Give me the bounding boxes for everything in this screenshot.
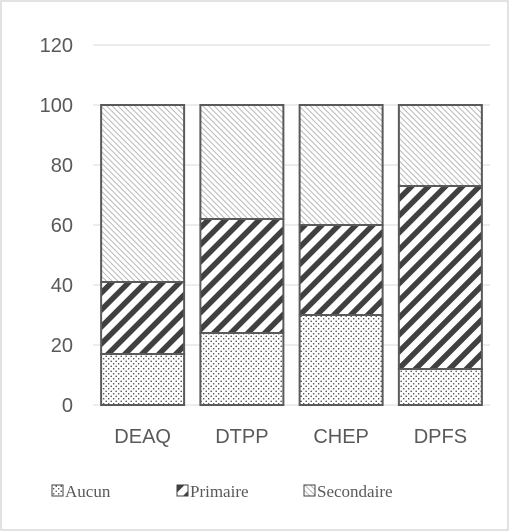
x-axis-categories: DEAQ DTPP CHEP DPFS: [114, 426, 467, 448]
legend-label-secondaire: Secondaire: [317, 482, 393, 501]
bar-deaq-primaire: [100, 281, 186, 355]
y-tick-label: 60: [51, 215, 73, 237]
legend-label-aucun: Aucun: [65, 482, 111, 501]
y-tick-label: 100: [40, 95, 73, 117]
bar-dpfs-secondaire: [397, 104, 483, 187]
y-axis-ticks: 0 20 40 60 80 100 120: [40, 35, 73, 417]
legend-swatch-secondaire: [303, 484, 316, 497]
bar-deaq-secondaire: [100, 104, 186, 283]
x-category-label: DEAQ: [114, 426, 171, 448]
y-tick-label: 20: [51, 335, 73, 357]
x-category-label: DPFS: [414, 426, 467, 448]
bars: [100, 104, 483, 406]
y-tick-label: 40: [51, 275, 73, 297]
legend-swatch-primaire: [176, 484, 189, 497]
x-category-label: CHEP: [313, 426, 369, 448]
y-tick-label: 0: [62, 395, 73, 417]
bar-dtpp-secondaire: [199, 104, 285, 220]
bar-chep-aucun: [298, 314, 384, 406]
legend: Aucun Primaire Secondaire: [51, 482, 393, 501]
bar-dpfs-aucun: [397, 368, 483, 406]
y-tick-label: 80: [51, 155, 73, 177]
bar-chep-secondaire: [298, 104, 384, 226]
bar-chep-primaire: [298, 224, 384, 316]
x-category-label: DTPP: [215, 426, 268, 448]
bar-dtpp-aucun: [199, 332, 285, 406]
legend-swatch-aucun: [51, 484, 64, 497]
legend-label-primaire: Primaire: [190, 482, 249, 501]
bar-dpfs-primaire: [397, 185, 483, 370]
bar-dtpp-primaire: [199, 218, 285, 334]
bar-deaq-aucun: [100, 353, 186, 406]
y-tick-label: 120: [40, 35, 73, 57]
